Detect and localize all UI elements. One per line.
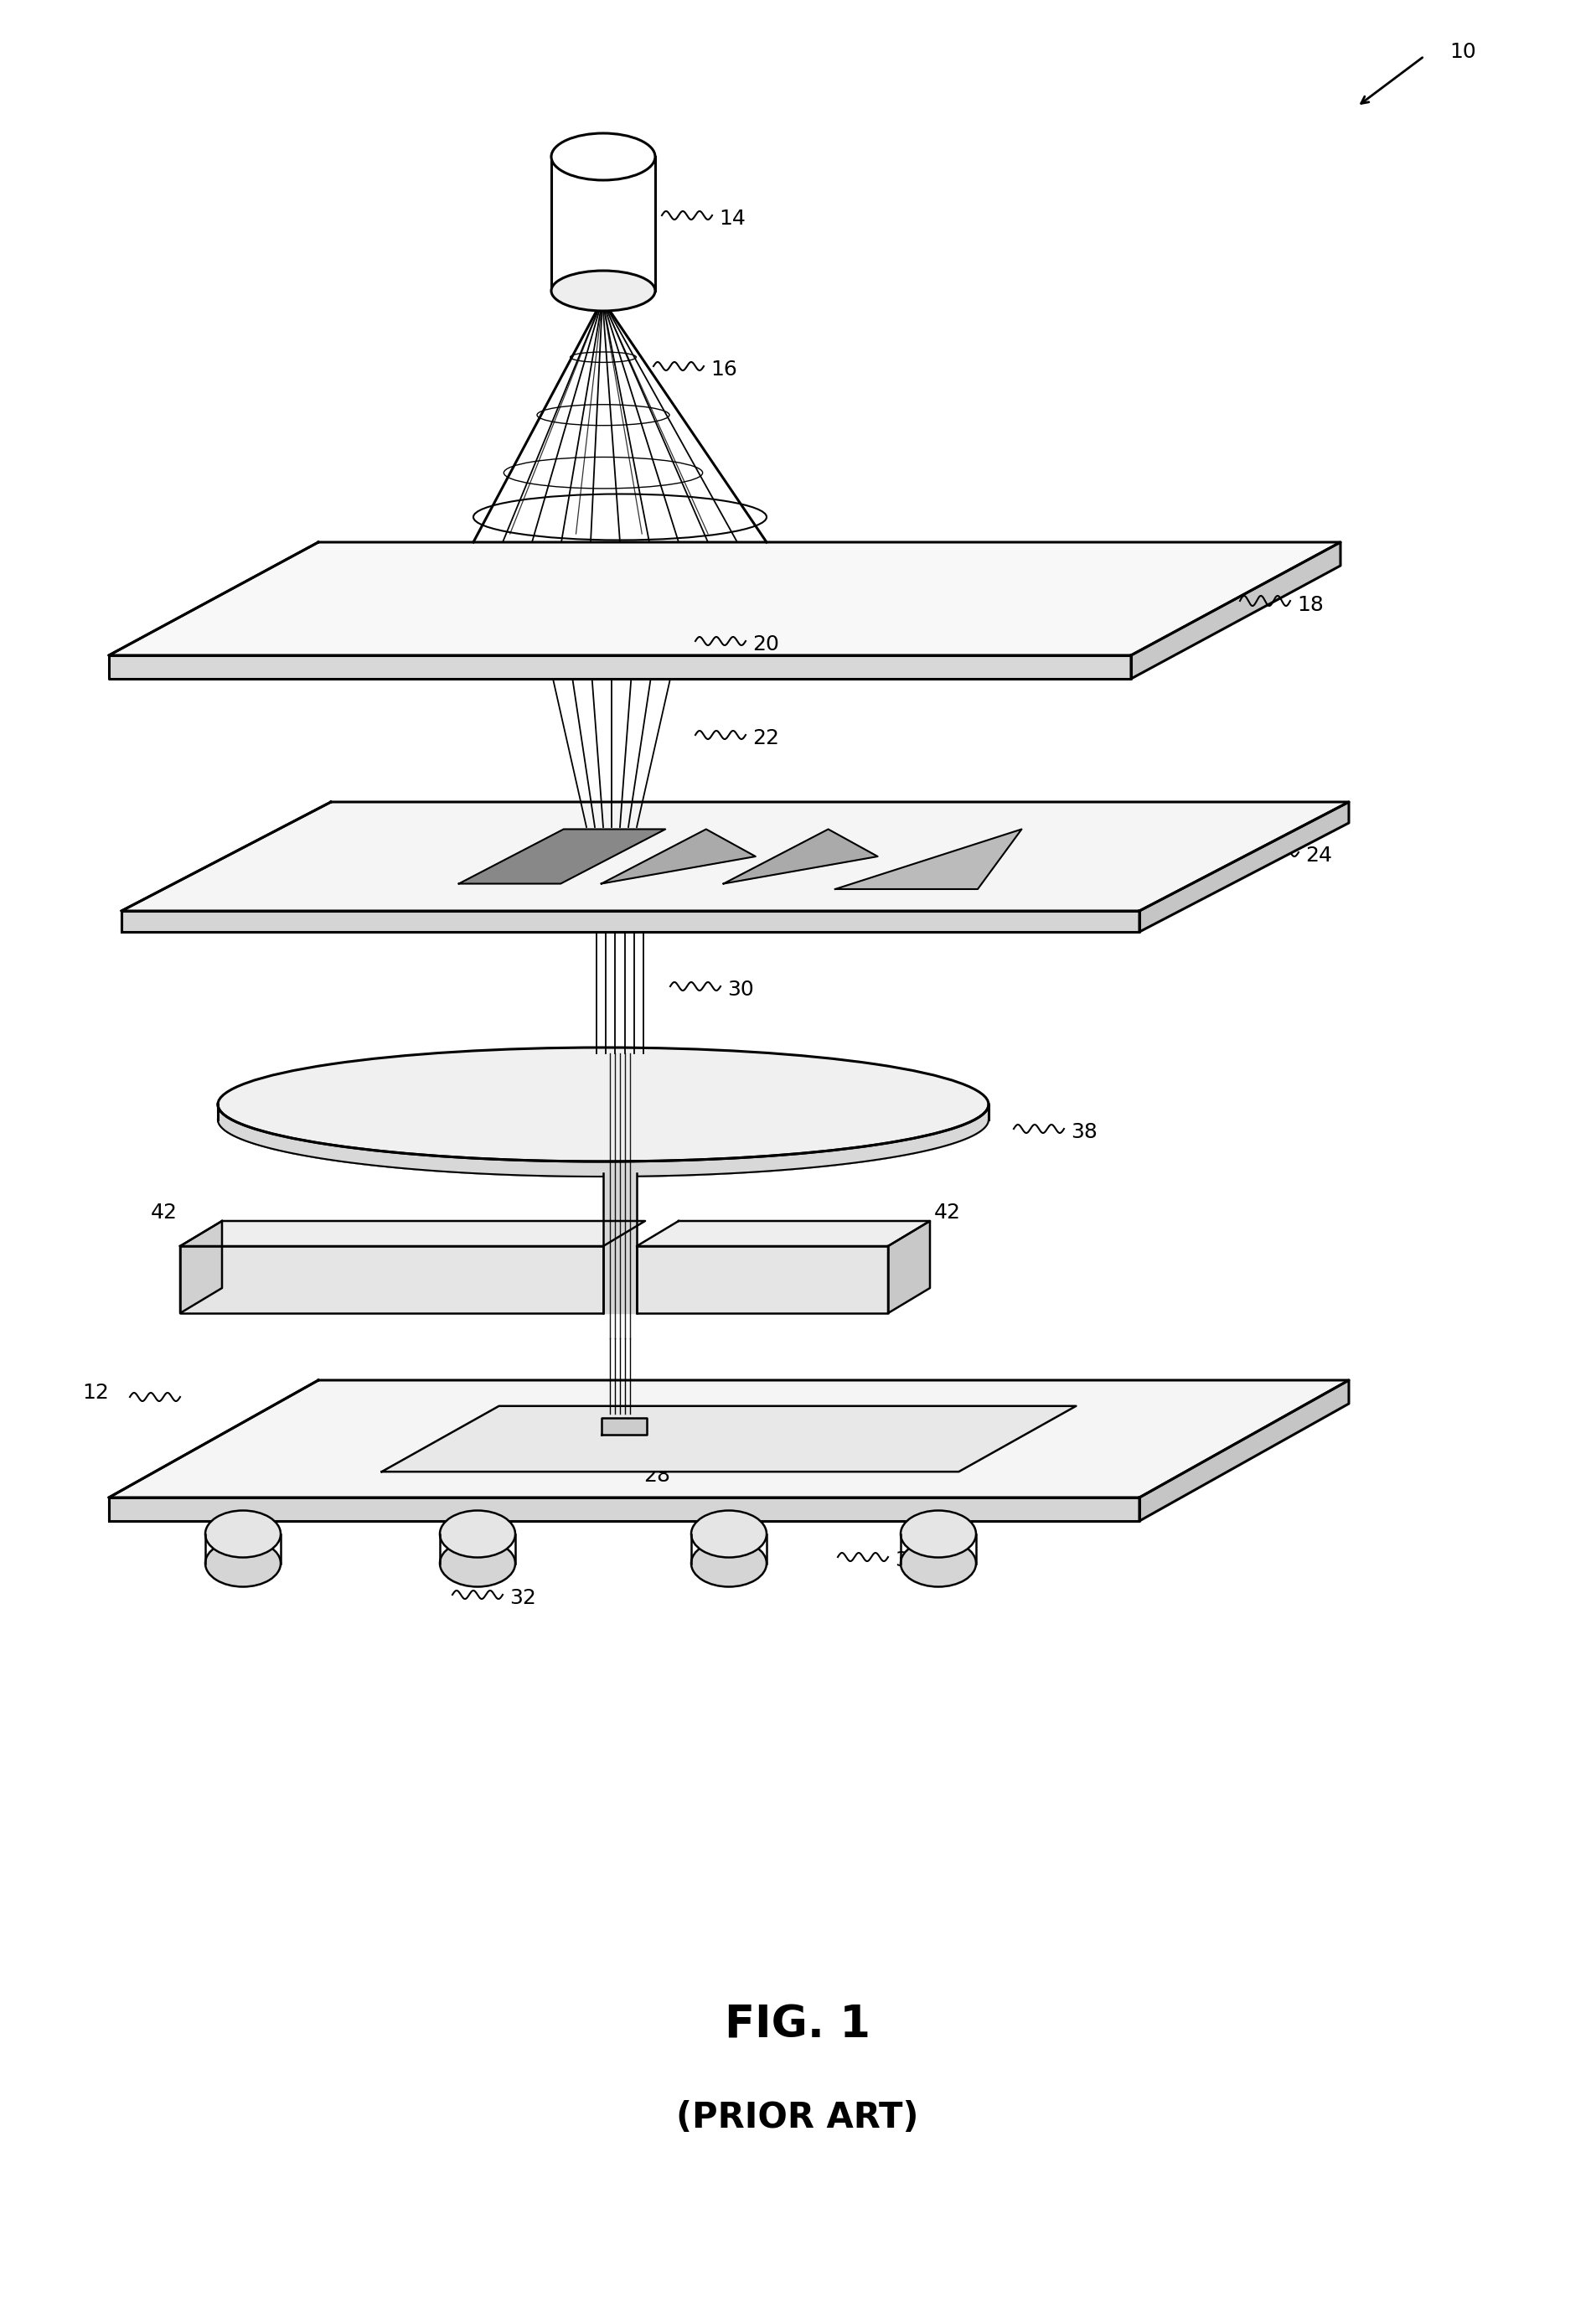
Polygon shape (887, 1220, 930, 1312)
Polygon shape (723, 829, 878, 884)
Ellipse shape (900, 1510, 977, 1558)
Polygon shape (460, 829, 666, 884)
Polygon shape (180, 1220, 222, 1312)
Text: 30: 30 (728, 981, 753, 999)
Text: 40: 40 (744, 1407, 771, 1427)
Polygon shape (1140, 801, 1349, 932)
Text: 14: 14 (718, 209, 745, 228)
Ellipse shape (440, 1510, 516, 1558)
Ellipse shape (206, 1540, 281, 1586)
Ellipse shape (551, 272, 654, 311)
Polygon shape (180, 1245, 603, 1312)
Text: 42: 42 (150, 1202, 177, 1222)
Text: 24: 24 (1306, 845, 1333, 866)
Polygon shape (109, 1381, 1349, 1499)
Text: 10: 10 (1449, 41, 1476, 62)
Text: 16: 16 (710, 359, 737, 380)
Text: 18: 18 (1298, 594, 1323, 615)
Ellipse shape (217, 1064, 988, 1176)
Text: 42: 42 (934, 1202, 961, 1222)
Polygon shape (121, 801, 1349, 912)
Text: 20: 20 (752, 635, 779, 654)
Text: FIG. 1: FIG. 1 (725, 2003, 870, 2046)
Ellipse shape (691, 1510, 766, 1558)
Text: 34: 34 (895, 1549, 921, 1570)
Ellipse shape (206, 1510, 281, 1558)
Ellipse shape (217, 1047, 988, 1163)
Polygon shape (180, 1220, 645, 1245)
Text: (PRIOR ART): (PRIOR ART) (677, 2099, 919, 2136)
Polygon shape (835, 829, 1021, 889)
Polygon shape (602, 1418, 646, 1434)
Polygon shape (602, 829, 755, 884)
Text: 22: 22 (752, 727, 779, 748)
Ellipse shape (551, 134, 654, 180)
Polygon shape (109, 543, 1341, 656)
Polygon shape (109, 656, 1132, 679)
Ellipse shape (440, 1540, 516, 1586)
Text: 26: 26 (844, 870, 871, 891)
Polygon shape (603, 1174, 637, 1312)
Ellipse shape (900, 1540, 977, 1586)
Text: 28: 28 (643, 1466, 670, 1485)
Polygon shape (121, 912, 1140, 932)
Text: 38: 38 (1071, 1121, 1098, 1142)
Polygon shape (1140, 1381, 1349, 1522)
Polygon shape (637, 1220, 930, 1245)
Text: 32: 32 (509, 1588, 536, 1609)
Polygon shape (109, 1499, 1140, 1522)
Text: 12: 12 (83, 1384, 109, 1402)
Polygon shape (381, 1407, 1076, 1471)
Ellipse shape (691, 1540, 766, 1586)
Polygon shape (1132, 543, 1341, 679)
Polygon shape (637, 1245, 887, 1312)
